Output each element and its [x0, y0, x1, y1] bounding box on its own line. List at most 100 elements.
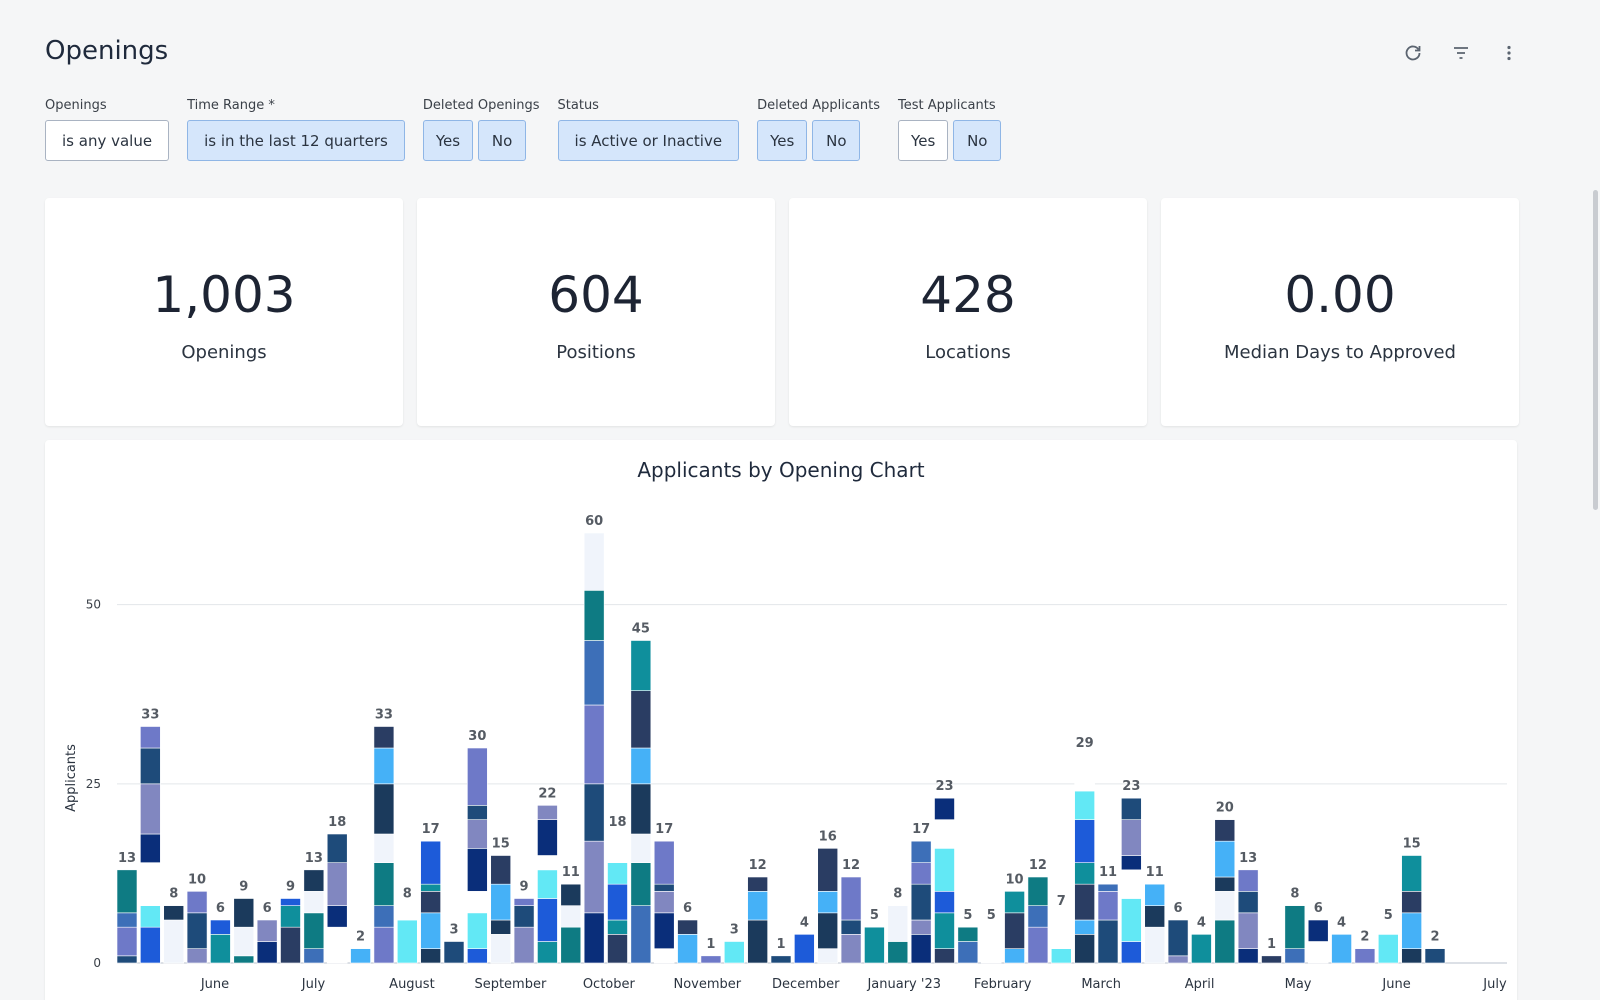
kpi-card-positions[interactable]: 604 Positions — [417, 198, 775, 426]
bar-value-label: 33 — [375, 708, 393, 723]
bar-segment — [1050, 948, 1072, 964]
x-tick-label: February — [974, 977, 1032, 992]
bar-segment — [1377, 934, 1399, 964]
applicants-bar-chart[interactable]: 02550Applicants1333810696913182338173301… — [45, 440, 1517, 1000]
bar-segment — [630, 747, 652, 785]
page-scrollbar[interactable] — [1588, 190, 1600, 510]
filter-openings: Openings is any value — [45, 98, 170, 161]
bar-segment — [1237, 912, 1259, 949]
kpi-card-locations[interactable]: 428 Locations — [789, 198, 1147, 426]
deleted-openings-yes-button[interactable]: Yes — [422, 120, 474, 161]
bar-value-label: 8 — [169, 887, 178, 902]
bar-segment — [140, 926, 161, 964]
kpi-label: Openings — [181, 341, 267, 363]
bar-segment — [490, 855, 512, 885]
bar-segment — [1401, 891, 1422, 914]
refresh-icon[interactable] — [1402, 42, 1424, 64]
bar-segment — [140, 783, 161, 835]
bar-value-label: 12 — [842, 858, 860, 873]
bar-segment — [957, 941, 979, 964]
bar-value-label: 23 — [935, 779, 953, 794]
bar-segment — [770, 955, 792, 964]
bar-segment — [1331, 934, 1352, 964]
bar-value-label: 6 — [1314, 901, 1323, 916]
bar-segment — [116, 955, 138, 964]
bar-segment — [817, 848, 839, 892]
bar-value-label: 5 — [1384, 908, 1393, 923]
filter-label: Openings — [45, 98, 107, 113]
bar-segment — [1354, 948, 1376, 964]
bar-segment — [537, 941, 558, 964]
bar-segment — [513, 926, 535, 964]
bar-segment — [420, 883, 441, 892]
bar-segment — [1167, 955, 1189, 964]
bar-segment — [653, 891, 675, 914]
bar-segment — [1097, 891, 1119, 921]
bar-segment — [817, 891, 839, 914]
bar-segment — [1261, 955, 1282, 964]
bar-segment — [817, 912, 839, 949]
filter-status: Status is Active or Inactive — [557, 98, 740, 161]
bar-segment — [420, 840, 441, 885]
bar-segment — [1004, 948, 1025, 964]
bar-segment — [630, 640, 652, 691]
deleted-openings-no-button[interactable]: No — [478, 120, 527, 161]
bar-segment — [560, 926, 582, 964]
x-tick-label: June — [1381, 977, 1410, 992]
bar-segment — [256, 941, 278, 964]
bar-value-label: 2 — [356, 930, 365, 945]
bar-segment — [280, 905, 301, 928]
x-tick-label: July — [1482, 977, 1507, 992]
bar-segment — [467, 747, 488, 806]
bar-value-label: 10 — [1006, 872, 1024, 887]
bar-segment — [794, 934, 815, 964]
filter-icon[interactable] — [1450, 42, 1472, 64]
test-applicants-yes-button[interactable]: Yes — [898, 120, 949, 161]
bar-segment — [1074, 934, 1095, 964]
filter-label: Deleted Applicants — [757, 98, 881, 113]
bar-value-label: 2 — [1360, 930, 1369, 945]
time-range-filter-button[interactable]: is in the last 12 quarters — [187, 120, 405, 161]
bar-value-label: 6 — [216, 901, 225, 916]
scroll-thumb[interactable] — [1593, 190, 1598, 510]
bar-segment — [373, 905, 395, 928]
bar-value-label: 17 — [422, 822, 440, 837]
openings-filter-button[interactable]: is any value — [45, 120, 170, 161]
bar-segment — [607, 934, 628, 964]
bar-segment — [326, 862, 348, 906]
bar-segment — [326, 926, 348, 964]
test-applicants-no-button[interactable]: No — [953, 120, 1002, 161]
bar-segment — [1214, 876, 1236, 892]
bar-value-label: 20 — [1216, 801, 1234, 816]
status-filter-button[interactable]: is Active or Inactive — [557, 120, 740, 161]
bar-segment — [396, 919, 418, 964]
x-tick-label: May — [1285, 977, 1312, 992]
more-vertical-icon[interactable] — [1498, 42, 1520, 64]
bar-value-label: 6 — [263, 901, 272, 916]
top-actions — [1402, 42, 1520, 64]
bar-segment — [1097, 919, 1119, 964]
bar-segment — [840, 934, 862, 964]
bar-segment — [303, 869, 325, 892]
bar-segment — [467, 848, 488, 892]
deleted-applicants-yes-button[interactable]: Yes — [757, 120, 808, 161]
bar-value-label: 9 — [239, 880, 248, 895]
bar-segment — [747, 876, 768, 892]
kpi-value: 428 — [920, 265, 1016, 324]
bar-segment — [537, 855, 558, 871]
bar-segment — [560, 905, 582, 928]
bar-value-label: 17 — [912, 822, 930, 837]
bar-value-label: 17 — [655, 822, 673, 837]
bar-segment — [1144, 926, 1166, 964]
bar-segment — [420, 891, 441, 914]
filter-deleted-openings: Deleted Openings Yes No — [422, 98, 540, 161]
bar-segment — [326, 905, 348, 928]
bar-segment — [513, 898, 535, 906]
kpi-label: Positions — [556, 341, 636, 363]
kpi-card-median-days[interactable]: 0.00 Median Days to Approved — [1161, 198, 1519, 426]
deleted-applicants-no-button[interactable]: No — [812, 120, 861, 161]
bar-segment — [186, 891, 208, 914]
bar-segment — [1027, 876, 1049, 906]
bar-segment — [490, 934, 512, 964]
kpi-card-openings[interactable]: 1,003 Openings — [45, 198, 403, 426]
